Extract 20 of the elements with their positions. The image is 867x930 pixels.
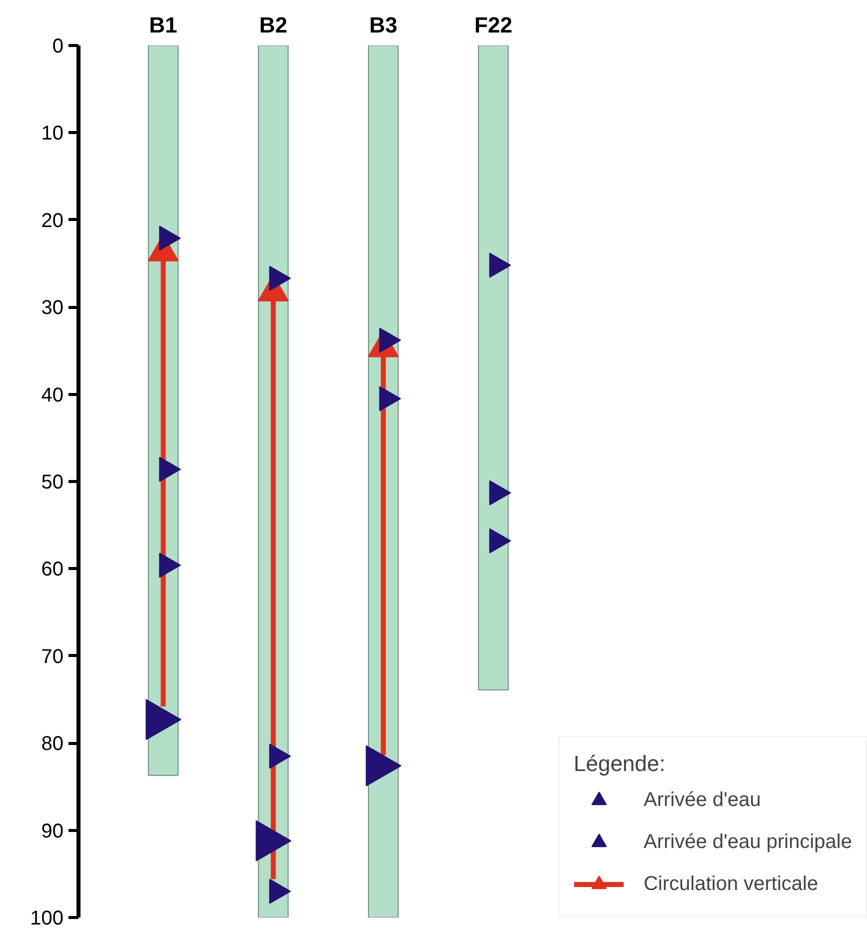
legend-title: Légende: (574, 751, 666, 777)
y-tick-label: 90 (41, 820, 64, 842)
y-tick-label: 0 (52, 36, 64, 58)
y-tick-label: 20 (41, 210, 64, 232)
y-tick-label: 50 (41, 472, 64, 494)
y-tick-label: 70 (41, 646, 64, 668)
y-tick-label: 40 (41, 384, 64, 406)
x-tick-label: B3 (369, 12, 398, 38)
x-tick-label: B1 (149, 12, 178, 38)
x-tick-label: B2 (259, 12, 288, 38)
legend-label: Arrivée d'eau principale (644, 830, 852, 854)
x-tick-label: F22 (474, 12, 512, 38)
y-tick-label: 10 (41, 122, 64, 145)
legend-label: Arrivée d'eau (644, 788, 761, 812)
y-tick-label: 100 (30, 908, 64, 930)
y-tick-label: 30 (41, 297, 64, 320)
y-tick-label: 80 (41, 733, 64, 756)
y-tick-label: 60 (41, 558, 64, 581)
bar (478, 46, 509, 690)
legend-label: Circulation verticale (644, 872, 818, 896)
